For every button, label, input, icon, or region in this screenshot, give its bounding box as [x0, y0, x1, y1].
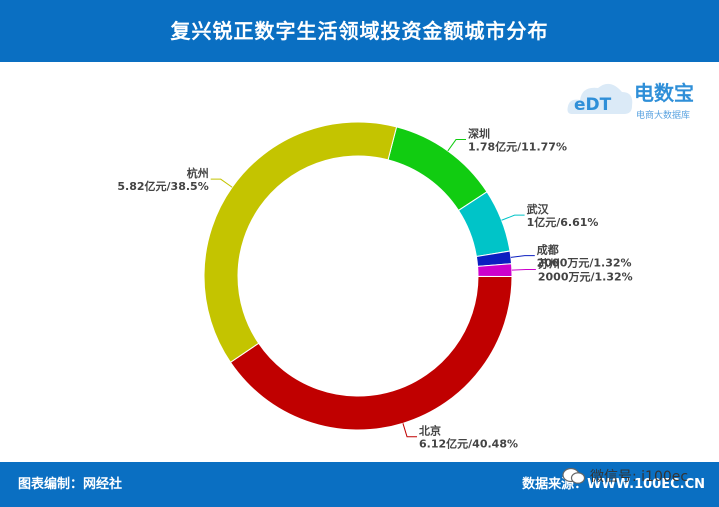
footer-credit: 图表编制：网经社 — [18, 477, 123, 492]
donut-slice-6 — [203, 121, 398, 364]
slice-label-value-4: 2000万元/1.32% — [538, 271, 633, 284]
leader-line-1 — [447, 139, 467, 152]
leader-line-2 — [501, 214, 525, 221]
footer-bar: 图表编制：网经社 数据来源：WWW.100EC.CN — [0, 462, 719, 507]
slice-label-name-4: 苏州 — [538, 257, 560, 271]
leader-line-5 — [402, 423, 418, 438]
logo-mark: eDT — [574, 95, 612, 115]
logo-sub: 电商大数据库 — [636, 109, 690, 121]
slice-label-value-6: 5.82亿元/38.5% — [117, 179, 208, 193]
wechat-watermark: 微信号: i100ec — [562, 466, 712, 488]
slice-label-value-3: 2000万元/1.32% — [537, 257, 632, 270]
slice-label-name-5: 北京 — [419, 424, 441, 438]
slice-label-name-2: 武汉 — [527, 202, 550, 216]
edt-logo: eDT 电数宝 电商大数据库 — [566, 70, 714, 128]
slice-label-value-5: 6.12亿元/40.48% — [419, 437, 518, 451]
leader-line-3 — [510, 255, 535, 258]
wechat-id: 微信号: i100ec — [590, 469, 689, 485]
logo-main: 电数宝 — [634, 81, 694, 105]
slice-label-name-3: 成都 — [537, 243, 559, 257]
title-bar: 复兴锐正数字生活领域投资金额城市分布 — [0, 0, 719, 62]
leader-line-4 — [511, 269, 536, 271]
donut-slice-4 — [477, 263, 513, 277]
slice-label-value-1: 1.78亿元/11.77% — [468, 140, 567, 154]
leader-line-6 — [210, 178, 233, 188]
slice-label-value-2: 1亿元/6.61% — [527, 215, 599, 229]
wechat-icon — [562, 467, 586, 484]
donut-chart: 深圳1.78亿元/11.77%武汉1亿元/6.61%成都2000万元/1.32%… — [117, 121, 633, 451]
donut-slice-5 — [229, 275, 513, 431]
chart-title: 复兴锐正数字生活领域投资金额城市分布 — [170, 19, 549, 43]
slice-label-name-1: 深圳 — [468, 127, 490, 141]
slice-label-name-6: 杭州 — [187, 166, 209, 180]
